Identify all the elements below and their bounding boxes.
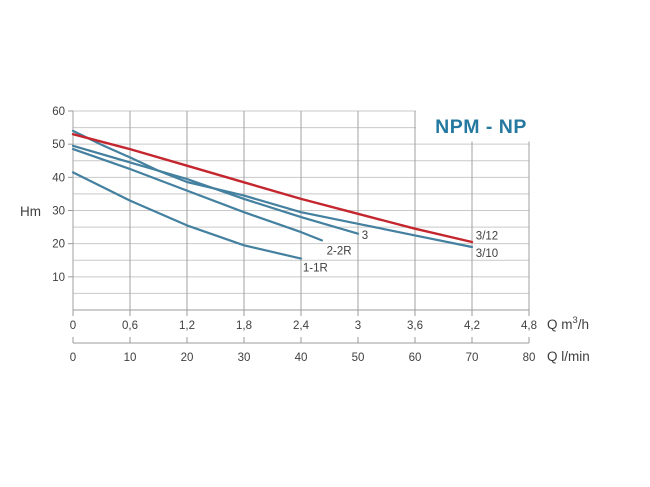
x-axis-m3h-tick-label: 0: [70, 320, 76, 332]
x-axis-lmin-title: Q l/min: [547, 349, 590, 364]
curve-2-2R: [71, 148, 323, 242]
x-axis-lmin-tick-label: 60: [409, 352, 422, 364]
x-axis-lmin-tick-label: 80: [523, 352, 536, 364]
x-axis-lmin-tick-label: 40: [295, 352, 308, 364]
curve-3-10: [71, 129, 474, 249]
x-axis-m3h-tick-label: 1,2: [179, 320, 195, 332]
y-tick-label: 20: [52, 239, 65, 251]
y-tick-label: 30: [52, 206, 65, 218]
x-axis-m3h-tick-label: 0,6: [122, 320, 138, 332]
curve-label-3-10: 3/10: [476, 248, 498, 260]
x-axis-m3h-tick-label: 2,4: [293, 320, 310, 332]
x-axis-m3h-tick-label: 1,8: [236, 320, 252, 332]
x-axis-lmin-tick-label: 20: [181, 352, 194, 364]
x-axis-m3h-tick-label: 3: [355, 320, 361, 332]
curve-label-1-1R: 1-1R: [303, 263, 328, 275]
x-axis-lmin-tick-label: 10: [124, 352, 137, 364]
curve-3-12: [71, 132, 474, 244]
x-axis-lmin-tick-label: 0: [70, 352, 76, 364]
curve-1-1R: [71, 171, 303, 260]
x-axis-lmin-tick-label: 50: [352, 352, 365, 364]
y-tick-label: 10: [52, 272, 65, 284]
x-axis-m3h-tick-label: 3,6: [407, 320, 423, 332]
chart-title-backdrop: [416, 109, 545, 142]
x-axis-m3h-tick-label: 4,2: [464, 320, 480, 332]
chart-title: NPM - NP: [435, 116, 527, 138]
y-tick-label: 50: [52, 139, 65, 151]
x-axis-m3h-tick-label: 4,8: [521, 320, 537, 332]
x-axis-lmin-tick-label: 30: [238, 352, 251, 364]
y-tick-label: 60: [52, 106, 65, 118]
curve-label-2-2R: 2-2R: [327, 246, 352, 258]
curve-label-3: 3: [362, 230, 368, 242]
y-axis-title: Hm: [20, 204, 41, 219]
curve-label-3-12: 3/12: [476, 231, 498, 243]
y-tick-label: 40: [52, 172, 65, 184]
x-axis-m3h-title: Q m3/h: [547, 315, 589, 332]
x-axis-lmin-tick-label: 70: [466, 352, 479, 364]
